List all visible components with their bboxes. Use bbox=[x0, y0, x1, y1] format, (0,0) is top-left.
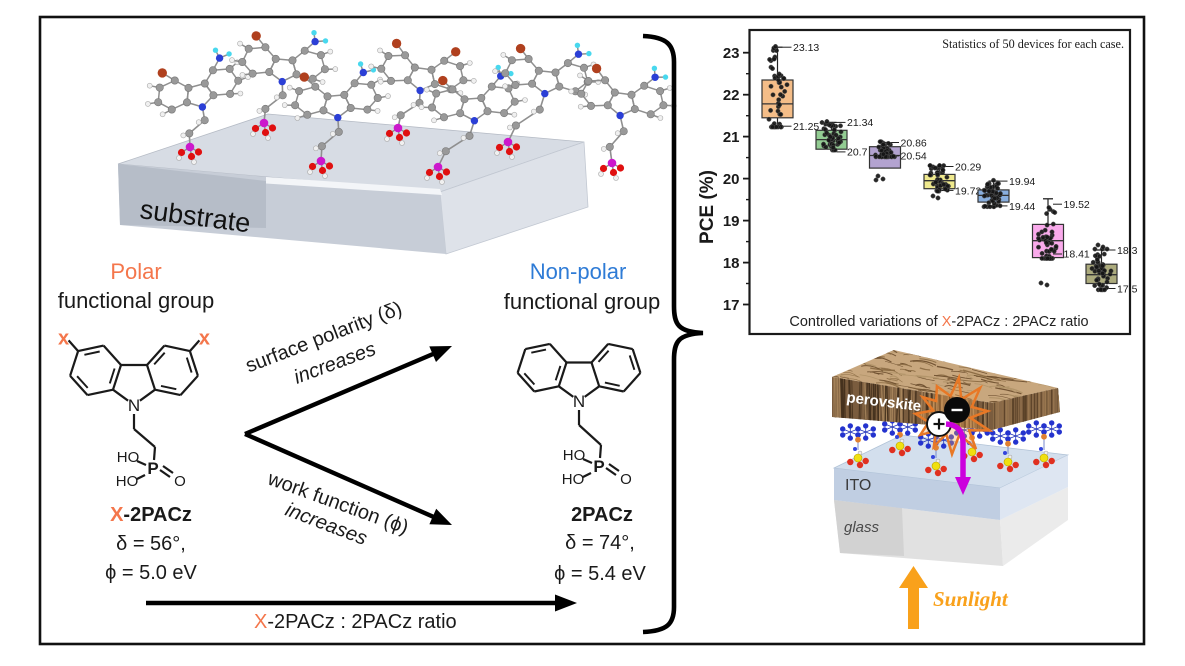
svg-text:19.52: 19.52 bbox=[1064, 199, 1090, 211]
svg-text:ITO: ITO bbox=[845, 477, 871, 494]
svg-text:HO: HO bbox=[563, 447, 586, 464]
svg-text:2PACz: 2PACz bbox=[571, 504, 633, 526]
svg-text:20.54: 20.54 bbox=[901, 151, 927, 163]
svg-text:functional group: functional group bbox=[58, 288, 215, 313]
svg-text:20.7: 20.7 bbox=[847, 147, 868, 159]
svg-text:17: 17 bbox=[723, 297, 740, 314]
svg-text:Sunlight: Sunlight bbox=[933, 587, 1009, 611]
svg-text:19.94: 19.94 bbox=[1009, 176, 1035, 188]
svg-text:21: 21 bbox=[723, 129, 740, 146]
svg-text:21.34: 21.34 bbox=[847, 117, 873, 129]
svg-text:22: 22 bbox=[723, 87, 740, 104]
svg-text:20.29: 20.29 bbox=[955, 161, 981, 173]
svg-text:23.13: 23.13 bbox=[793, 42, 819, 54]
svg-text:Statistics of 50 devices for e: Statistics of 50 devices for each case. bbox=[942, 37, 1124, 51]
svg-text:HO: HO bbox=[117, 449, 140, 466]
svg-text:23: 23 bbox=[723, 45, 740, 62]
svg-text:PCE (%): PCE (%) bbox=[697, 170, 718, 244]
svg-text:X-2PACz: X-2PACz bbox=[110, 504, 192, 526]
svg-text:N: N bbox=[573, 392, 585, 411]
svg-text:P: P bbox=[593, 457, 604, 476]
svg-text:X-2PACz : 2PACz ratio: X-2PACz : 2PACz ratio bbox=[254, 611, 457, 633]
svg-text:x: x bbox=[199, 327, 210, 349]
svg-text:19.44: 19.44 bbox=[1009, 201, 1035, 213]
svg-text:Controlled variations of X-2PA: Controlled variations of X-2PACz : 2PACz… bbox=[789, 314, 1088, 330]
svg-text:19: 19 bbox=[723, 213, 740, 230]
svg-text:HO: HO bbox=[562, 471, 585, 488]
svg-text:P: P bbox=[147, 459, 158, 478]
svg-text:ϕ = 5.0 eV: ϕ = 5.0 eV bbox=[105, 562, 197, 584]
svg-text:O: O bbox=[174, 473, 186, 490]
svg-text:19.72: 19.72 bbox=[955, 185, 981, 197]
svg-text:18.41: 18.41 bbox=[1064, 249, 1090, 261]
svg-text:Non-polar: Non-polar bbox=[530, 259, 627, 284]
svg-text:ϕ = 5.4 eV: ϕ = 5.4 eV bbox=[554, 563, 646, 585]
svg-text:18.3: 18.3 bbox=[1117, 245, 1138, 257]
svg-text:20: 20 bbox=[723, 171, 740, 188]
svg-text:glass: glass bbox=[844, 519, 880, 536]
svg-text:δ = 56°,: δ = 56°, bbox=[116, 533, 186, 555]
svg-text:HO: HO bbox=[116, 473, 139, 490]
svg-text:functional group: functional group bbox=[504, 289, 661, 314]
svg-text:δ = 74°,: δ = 74°, bbox=[565, 532, 635, 554]
svg-text:N: N bbox=[128, 396, 140, 415]
svg-text:20.86: 20.86 bbox=[901, 137, 927, 149]
svg-text:17.5: 17.5 bbox=[1117, 283, 1138, 295]
svg-text:x: x bbox=[58, 327, 69, 349]
svg-text:Polar: Polar bbox=[110, 259, 161, 284]
svg-text:18: 18 bbox=[723, 255, 740, 272]
svg-text:O: O bbox=[620, 471, 632, 488]
svg-text:21.25: 21.25 bbox=[793, 121, 819, 133]
